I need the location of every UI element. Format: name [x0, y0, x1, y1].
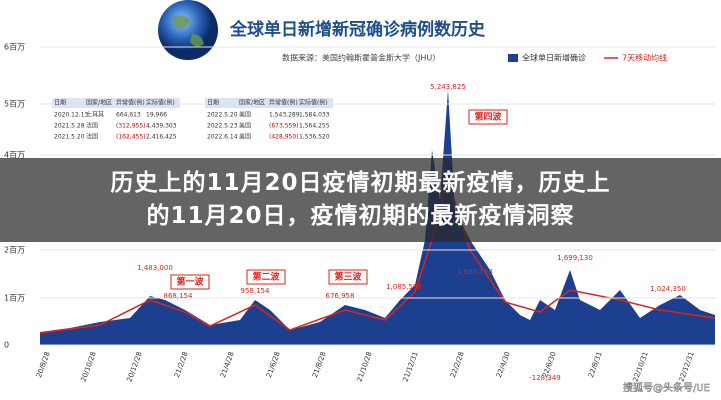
table-header: 日期: [54, 99, 66, 107]
x-label: 21/4/28: [219, 351, 236, 379]
data-label: 1,030,138: [457, 268, 493, 276]
x-label: 21/6/28: [265, 351, 282, 379]
table-cell: 1,584,033: [299, 112, 330, 119]
table-header: 异常值(例): [269, 99, 298, 107]
globe-land: [172, 15, 204, 47]
table-cell: (312,955): [116, 123, 146, 130]
table-cell: 2021.5.20: [54, 134, 85, 141]
data-label: 676,958: [326, 292, 355, 300]
data-label: 5,243,825: [430, 83, 466, 91]
watermark: 搜狐号@头条号/UE: [623, 381, 710, 394]
data-label: 1,483,000: [137, 264, 173, 272]
table-cell: (673,559): [269, 123, 299, 130]
y-label: 4百万: [4, 151, 25, 160]
table-header: 实际值(例): [299, 99, 328, 107]
wave-label: 第二波: [252, 271, 280, 283]
table-cell: (162,455): [116, 134, 146, 141]
x-label: 20/8/28: [35, 351, 52, 379]
moving-average: [39, 177, 716, 334]
source: 数据来源：美国约翰斯霍普金斯大学（JHU）: [282, 53, 440, 63]
wave-label: 第四波: [474, 111, 502, 123]
wave-label: 第三波: [334, 271, 362, 283]
x-label: 20/10/28: [79, 351, 97, 383]
x-label: 21/8/28: [311, 351, 328, 379]
x-label: 22/4/30: [495, 351, 512, 379]
x-label: 22/2/28: [449, 351, 466, 379]
table-cell: 2022.6.14: [207, 134, 238, 141]
x-label: 21/10/28: [355, 351, 373, 383]
table-header: 异常值(例): [116, 99, 145, 107]
table-cell: 1,564,255: [299, 123, 330, 130]
table-cell: 1,536,520: [299, 134, 330, 141]
table-header-bg: [205, 98, 333, 108]
table-cell: 2020.12.13: [54, 112, 89, 119]
table-cell: 美国: [239, 111, 251, 119]
y-label: 0: [4, 341, 9, 350]
y-label: 6百万: [4, 43, 25, 52]
table-cell: 2022.5.20: [207, 112, 238, 119]
data-label: 1,024,350: [650, 285, 686, 293]
table-header: 国家/地区: [86, 99, 112, 107]
y-label: 1百万: [4, 294, 25, 303]
x-label: 22/8/31: [587, 351, 604, 379]
table-cell: 1,543,289: [269, 112, 300, 119]
table-cell: 法国: [86, 122, 98, 130]
table-cell: 美国: [239, 122, 251, 130]
table-cell: 19,966: [146, 112, 167, 119]
x-label: 22/10/31: [631, 351, 649, 383]
globe: [158, 0, 218, 60]
headline-band: 历史上的11月20日疫情初期最新疫情，历史上 的11月20日，疫情初期的最新疫情…: [0, 158, 721, 242]
legend-swatch: [508, 54, 518, 62]
table-header: 实际值(例): [146, 99, 175, 107]
daily-area: [40, 90, 715, 345]
table-cell: 4,439,303: [146, 123, 177, 130]
legend-label: 全球单日新增确诊: [522, 53, 586, 63]
y-label: 5百万: [4, 100, 25, 109]
legend-label: 7天移动均线: [622, 53, 667, 63]
y-label: 2百万: [4, 246, 25, 255]
data-label: 868,154: [164, 292, 193, 300]
data-label: -128,349: [529, 374, 560, 382]
table-cell: 664,613: [116, 112, 141, 119]
title: 全球单日新增新冠确诊病例数历史: [229, 19, 486, 40]
headline: 的11月20日，疫情初期的最新疫情洞察: [146, 203, 575, 229]
data-label: 958,154: [241, 287, 270, 295]
x-label: 21/12/31: [401, 351, 419, 383]
wave-box: [328, 269, 368, 285]
data-label: 1,085,598: [386, 283, 422, 291]
table-cell: 2,416,425: [146, 134, 177, 141]
table-header-bg: [52, 98, 180, 108]
table-cell: (428,950): [269, 134, 299, 141]
wave-box: [246, 269, 286, 285]
headline: 历史上的11月20日疫情初期最新疫情，历史上: [110, 170, 611, 196]
x-label: 20/12/28: [125, 351, 143, 383]
wave-box: [170, 274, 210, 290]
wave-label: 第一波: [176, 276, 204, 288]
table-cell: 美国: [239, 133, 251, 141]
table-cell: 2021.5.28: [54, 123, 85, 130]
table-header: 日期: [207, 99, 219, 107]
table-header: 国家/地区: [239, 99, 265, 107]
x-label: 21/2/28: [173, 351, 190, 379]
table-cell: 法国: [86, 133, 98, 141]
table-cell: 土耳其: [86, 111, 104, 119]
data-label: 1,699,130: [557, 254, 593, 262]
table-cell: 2022.5.23: [207, 123, 238, 130]
x-label: 22/12/31: [677, 351, 695, 383]
wave-box: [468, 109, 508, 125]
